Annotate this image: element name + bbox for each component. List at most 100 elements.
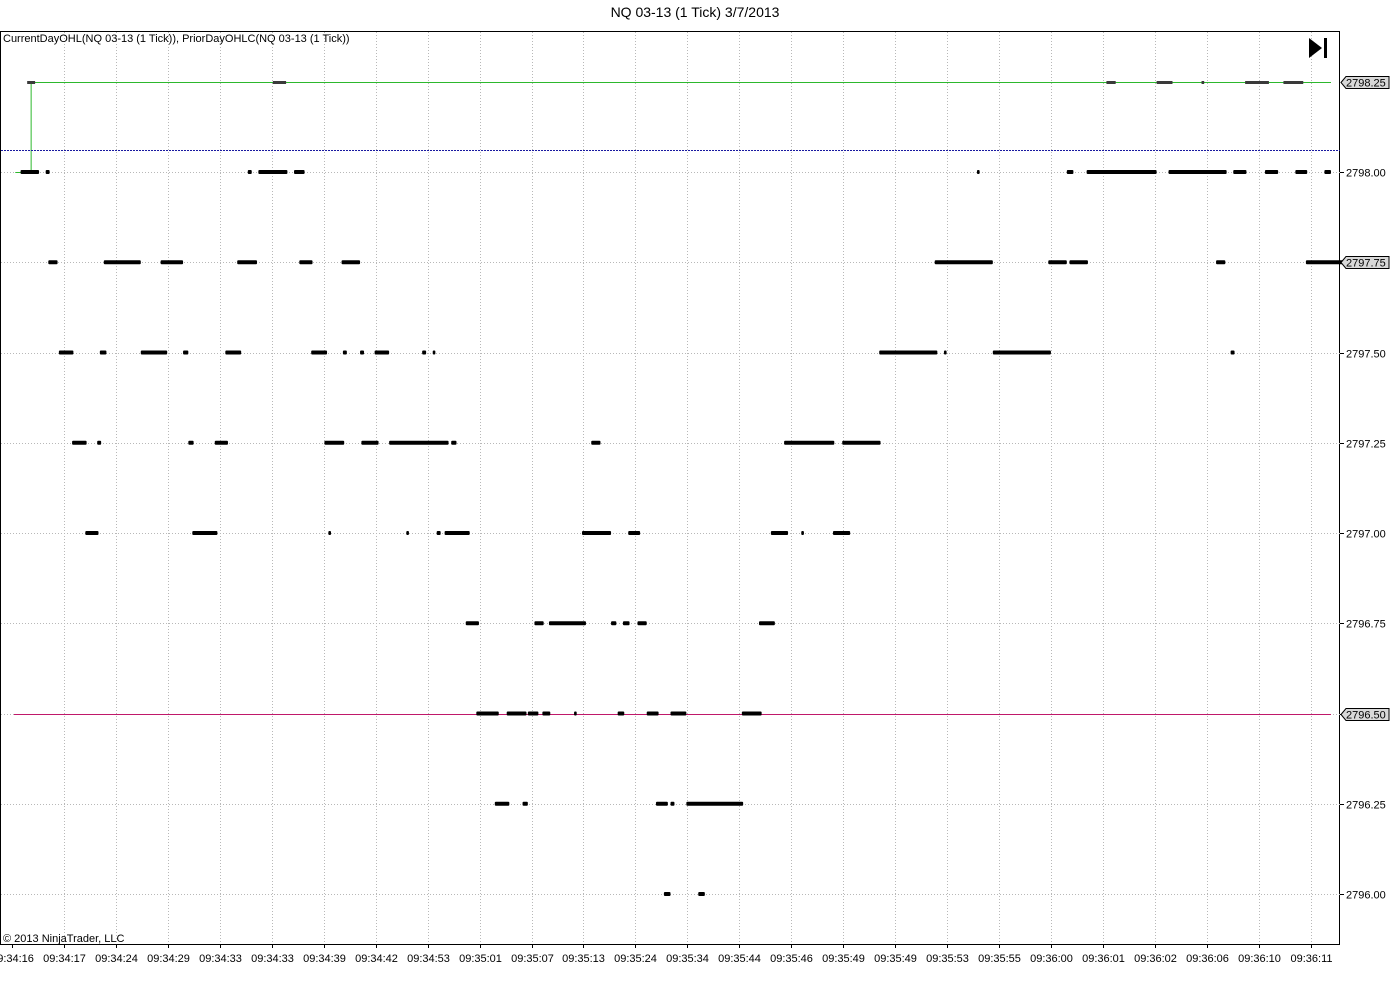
tick-price-run (341, 260, 361, 265)
last-price-label: 2797.75 (1346, 258, 1386, 270)
tick-price-run (45, 170, 50, 174)
tick-price-run (943, 350, 947, 355)
tick-price-run (1168, 170, 1227, 174)
tick-price-run (1216, 260, 1226, 265)
tick-price-run (832, 531, 851, 535)
tick-price-run (20, 170, 40, 174)
x-tick-label: 09:36:01 (1082, 953, 1125, 965)
tick-price-run (934, 260, 993, 265)
high-tick-mark (1156, 81, 1173, 84)
tick-price-run (663, 892, 671, 896)
tick-price-run (1324, 170, 1331, 174)
tick-price-run (324, 440, 345, 445)
tick-price-run (183, 350, 189, 355)
x-tick-label: 09:36:02 (1134, 953, 1177, 965)
tick-price-run (97, 440, 102, 445)
tick-price-run (1305, 260, 1343, 265)
y-tick-label: 2796.75 (1346, 619, 1386, 631)
tick-price-run (686, 801, 744, 806)
high-tick-mark (1106, 81, 1116, 84)
high-tick-mark (272, 81, 287, 84)
high-tick-mark (27, 81, 36, 84)
high-price-label: 2798.25 (1346, 78, 1386, 90)
tick-price-run (360, 350, 365, 355)
tick-price-run (574, 711, 577, 716)
indicator-label: CurrentDayOHL(NQ 03-13 (1 Tick)), PriorD… (3, 33, 350, 45)
x-tick-label: 09:36:06 (1186, 953, 1229, 965)
tick-price-run (160, 260, 184, 265)
tick-price-run (432, 350, 436, 355)
tick-price-run (611, 621, 617, 626)
tick-price-run (406, 531, 409, 535)
y-tick-label: 2798.00 (1346, 168, 1386, 180)
x-tick-label: 09:34:42 (355, 953, 398, 965)
tick-price-run (1066, 170, 1074, 174)
last-price-label-tag (1340, 256, 1390, 269)
x-tick-label: 09:35:55 (978, 953, 1021, 965)
tick-price-run (422, 350, 427, 355)
tick-price-run (976, 170, 980, 174)
high-tick-mark (1245, 81, 1269, 84)
tick-price-run (670, 801, 675, 806)
tick-price-run (99, 350, 107, 355)
x-tick-label: 09:34:33 (251, 953, 294, 965)
tick-price-run (1069, 260, 1088, 265)
tick-price-run (465, 621, 479, 626)
tick-price-run (342, 350, 347, 355)
tick-price-run (591, 440, 601, 445)
tick-price-run (258, 170, 288, 174)
tick-price-run (192, 531, 218, 535)
tick-price-run (534, 621, 544, 626)
plot-area (0, 31, 1340, 945)
tick-price-run (1230, 350, 1235, 355)
tick-price-run (801, 531, 804, 535)
tick-price-run (361, 440, 379, 445)
tick-price-run (140, 350, 168, 355)
tick-price-run (581, 531, 612, 535)
tick-price-run (548, 621, 586, 626)
tick-price-run (622, 621, 630, 626)
skip-to-end-icon[interactable] (1309, 38, 1333, 58)
tick-price-run (784, 440, 835, 445)
tick-price-run (506, 711, 527, 716)
x-tick-label: 09:35:24 (614, 953, 657, 965)
tick-price-run (436, 531, 441, 535)
tick-price-run (542, 711, 551, 716)
y-tick-label: 2797.25 (1346, 439, 1386, 451)
y-tick-label: 2796.25 (1346, 800, 1386, 812)
low-price-label: 2796.50 (1346, 710, 1386, 722)
x-tick-label: 09:35:01 (459, 953, 502, 965)
x-tick-label: 09:35:49 (874, 953, 917, 965)
tick-price-run (214, 440, 228, 445)
tick-price-run (72, 440, 87, 445)
tick-price-run (1295, 170, 1308, 174)
tick-price-run (48, 260, 58, 265)
tick-price-run (698, 892, 705, 896)
copyright-label: © 2013 NinjaTrader, LLC (3, 933, 124, 945)
tick-price-run (527, 711, 539, 716)
tick-price-run (617, 711, 625, 716)
tick-price-run (247, 170, 252, 174)
tick-price-run (328, 531, 332, 535)
tick-price-run (842, 440, 881, 445)
low-price-label-tag (1340, 708, 1390, 721)
y-tick-label: 2797.00 (1346, 529, 1386, 541)
tick-price-run (299, 260, 313, 265)
x-tick-label: 09:34:53 (407, 953, 450, 965)
tick-price-run (879, 350, 938, 355)
tick-price-run (522, 801, 528, 806)
high-tick-mark (1201, 81, 1205, 84)
x-tick-label: 09:34:17 (43, 953, 86, 965)
x-tick-label: 09:34:16 (0, 953, 34, 965)
x-tick-label: 09:35:44 (718, 953, 761, 965)
tick-price-run (741, 711, 762, 716)
x-tick-label: 09:36:10 (1238, 953, 1281, 965)
y-tick-label: 2796.00 (1346, 890, 1386, 902)
x-tick-label: 09:35:49 (822, 953, 865, 965)
x-tick-label: 09:34:39 (303, 953, 346, 965)
tick-price-run (628, 531, 641, 535)
x-tick-label: 09:36:11 (1290, 953, 1332, 965)
tick-price-run (1048, 260, 1067, 265)
tick-price-run (670, 711, 687, 716)
